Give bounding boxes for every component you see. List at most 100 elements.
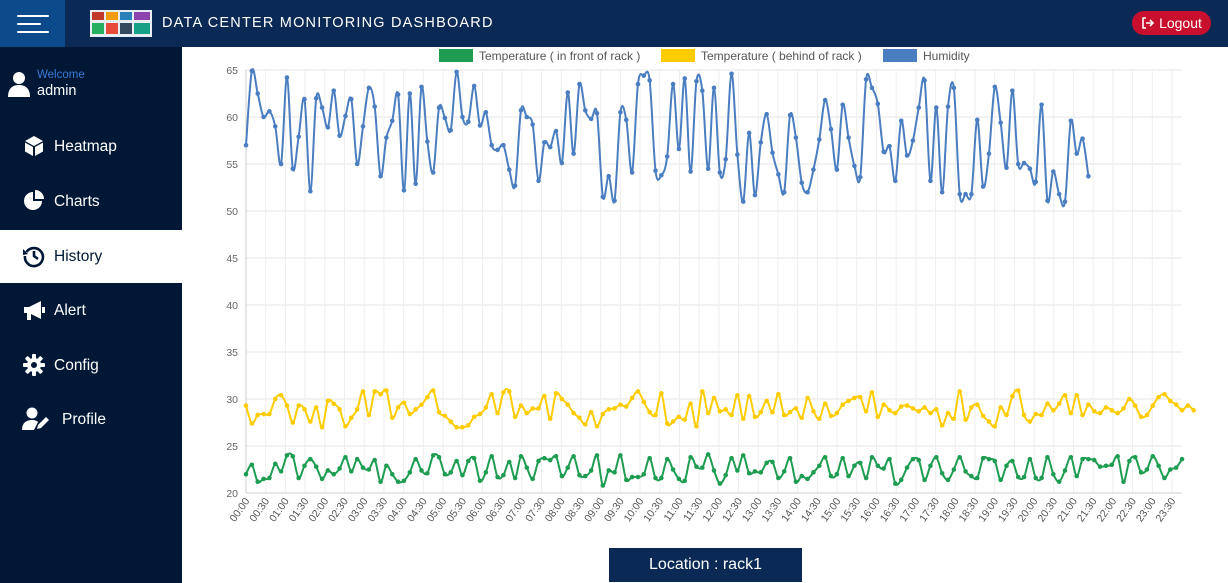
data-point	[1138, 470, 1144, 475]
data-point	[430, 453, 436, 458]
data-point	[694, 78, 699, 84]
y-tick-label: 65	[226, 65, 238, 77]
data-point	[290, 420, 296, 425]
cube-icon	[25, 136, 43, 156]
sidebar-item-label: Heatmap	[54, 137, 117, 155]
data-point	[980, 455, 986, 461]
data-point	[489, 142, 495, 148]
data-point	[852, 395, 857, 401]
x-tick-label: 21:00	[1055, 496, 1080, 525]
data-point	[676, 476, 682, 482]
data-point	[319, 424, 325, 430]
data-point	[1179, 456, 1185, 462]
legend-label: Temperature ( behind of rack )	[701, 49, 862, 63]
data-point	[243, 403, 249, 408]
data-point	[986, 456, 992, 462]
data-point	[1150, 454, 1156, 459]
data-point	[828, 473, 834, 479]
data-point	[600, 194, 606, 200]
data-point	[945, 410, 951, 416]
data-point	[395, 405, 401, 410]
data-point	[1091, 408, 1097, 414]
app-title: DATA CENTER MONITORING DASHBOARD	[162, 15, 494, 31]
data-point	[682, 76, 688, 81]
x-tick-label: 06:00	[464, 496, 489, 525]
data-point	[436, 105, 442, 110]
data-point	[635, 389, 641, 394]
data-point	[460, 114, 465, 120]
data-point	[647, 78, 652, 83]
data-point	[852, 163, 857, 169]
data-point	[670, 81, 676, 87]
x-tick-label: 14:30	[799, 496, 824, 525]
data-point	[705, 166, 711, 171]
data-point	[594, 110, 600, 116]
data-point	[735, 468, 740, 473]
data-point	[618, 402, 623, 407]
sidebar-item-config[interactable]: Config	[0, 339, 182, 392]
data-point	[934, 454, 939, 460]
data-point	[1010, 88, 1015, 93]
data-point	[255, 412, 260, 418]
legend-swatch	[883, 49, 917, 62]
sidebar-item-heatmap[interactable]: Heatmap	[0, 120, 182, 173]
data-point	[366, 85, 372, 91]
data-point	[313, 405, 319, 410]
x-tick-label: 11:00	[661, 496, 686, 524]
data-point	[337, 466, 342, 471]
data-point	[740, 416, 746, 422]
data-point	[688, 169, 693, 174]
sidebar-item-profile[interactable]: Profile	[0, 393, 182, 446]
data-point	[659, 172, 664, 178]
data-point	[489, 454, 495, 459]
data-point	[740, 199, 746, 204]
data-point	[694, 464, 699, 469]
data-point	[413, 181, 418, 187]
data-point	[1033, 475, 1039, 481]
menu-toggle-button[interactable]	[0, 0, 65, 47]
data-point	[945, 104, 951, 109]
data-point	[740, 453, 746, 458]
data-point	[1062, 392, 1068, 398]
data-point	[793, 135, 799, 140]
data-point	[723, 472, 728, 478]
data-point	[448, 470, 454, 475]
data-point	[980, 184, 986, 189]
sidebar-item-history[interactable]: History	[0, 230, 182, 283]
data-point	[618, 110, 623, 115]
data-point	[501, 390, 506, 395]
data-point	[916, 105, 922, 110]
data-point	[1173, 402, 1179, 407]
data-point	[308, 456, 313, 462]
data-point	[1132, 454, 1138, 460]
data-point	[1162, 475, 1167, 481]
data-point	[817, 137, 822, 142]
logout-button[interactable]: Logout	[1132, 11, 1211, 35]
data-point	[536, 406, 541, 411]
data-point	[442, 115, 448, 121]
data-point	[524, 410, 530, 416]
data-point	[951, 467, 957, 472]
x-tick-label: 13:00	[740, 496, 765, 525]
sidebar-item-alert[interactable]: Alert	[0, 284, 182, 337]
data-point	[1150, 403, 1156, 408]
x-tick-label: 21:30	[1075, 496, 1100, 525]
data-point	[700, 465, 705, 470]
data-point	[284, 75, 290, 80]
data-point	[986, 419, 992, 424]
sidebar-item-charts[interactable]: Charts	[0, 175, 182, 228]
data-point	[729, 412, 734, 418]
x-tick-label: 08:00	[543, 496, 568, 525]
data-point	[1056, 401, 1062, 407]
data-point	[682, 417, 688, 422]
data-point	[770, 150, 775, 156]
data-point	[588, 116, 594, 122]
data-point	[1179, 407, 1185, 413]
data-point	[758, 470, 764, 475]
data-point	[1039, 102, 1044, 108]
data-point	[600, 411, 606, 417]
x-tick-label: 16:30	[878, 496, 903, 525]
data-point	[881, 149, 886, 155]
data-point	[986, 151, 992, 156]
data-point	[436, 409, 442, 415]
